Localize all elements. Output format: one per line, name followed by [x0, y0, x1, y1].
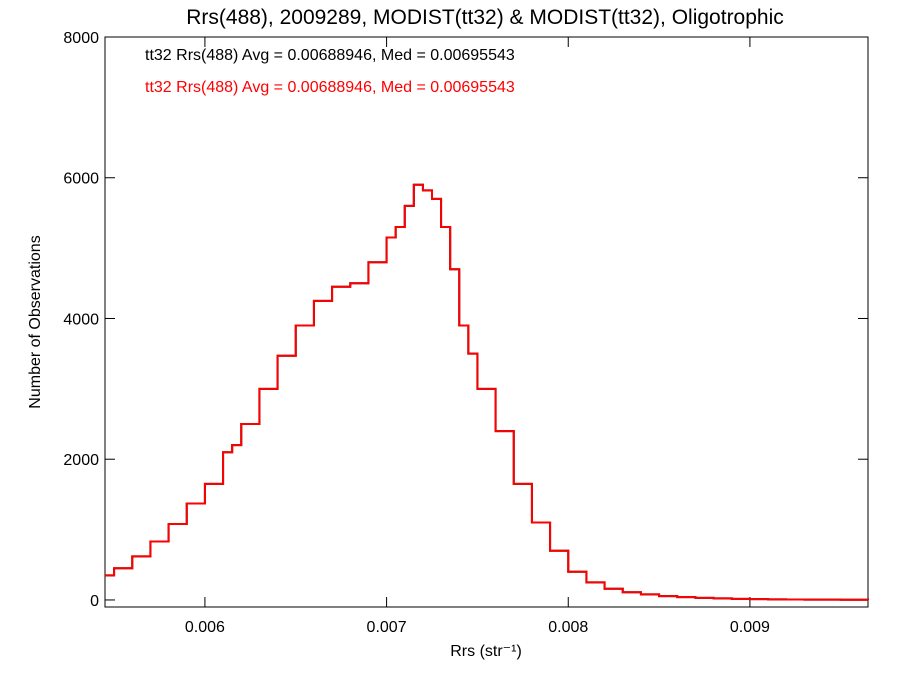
y-axis-ticks: 0 2000 4000 6000 8000: [63, 30, 868, 610]
series-layer: [105, 183, 869, 601]
series-1-line: [105, 183, 869, 601]
x-tick-label: 0.008: [548, 619, 588, 636]
x-axis-label: Rrs (str⁻¹): [450, 643, 522, 660]
plot-frame: [104, 36, 869, 608]
plot-area: 0.006 0.007 0.008 0.009 0 2000 4000 6000 8000: [63, 30, 869, 636]
y-tick-label: 2000: [63, 452, 99, 469]
y-axis-label: Number of Observations: [27, 235, 44, 408]
x-tick-label: 0.009: [730, 619, 770, 636]
x-axis-ticks: 0.006 0.007 0.008 0.009: [185, 37, 770, 636]
series-0-line: [105, 183, 869, 601]
x-tick-label: 0.006: [185, 619, 225, 636]
y-tick-label: 8000: [63, 30, 99, 47]
y-tick-label: 6000: [63, 171, 99, 188]
legend-entry-black: tt32 Rrs(488) Avg = 0.00688946, Med = 0.…: [145, 47, 515, 64]
y-tick-label: 4000: [63, 311, 99, 328]
chart-title: Rrs(488), 2009289, MODIST(tt32) & MODIST…: [186, 6, 784, 29]
x-tick-label: 0.007: [367, 619, 407, 636]
legend-entry-red: tt32 Rrs(488) Avg = 0.00688946, Med = 0.…: [145, 79, 515, 96]
y-tick-label: 0: [90, 593, 99, 610]
